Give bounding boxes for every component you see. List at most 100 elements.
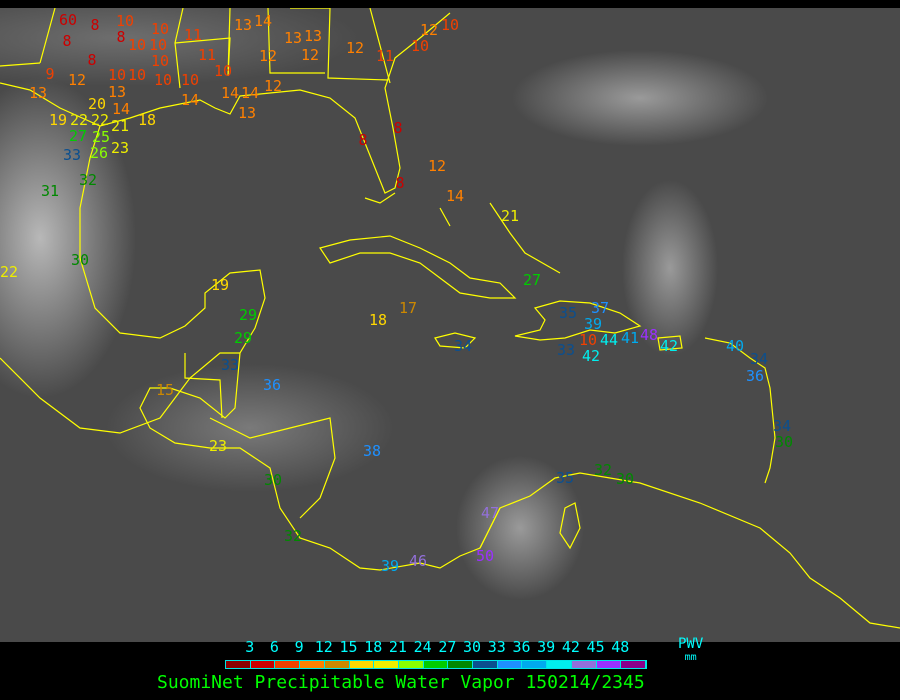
station-pwv-value: 32 <box>79 170 98 189</box>
us-gulf-coast <box>0 12 451 194</box>
station-pwv-value: 19 <box>49 110 68 129</box>
station-pwv-value: 12 <box>420 20 439 39</box>
state-border <box>0 62 41 67</box>
station-pwv-value: 13 <box>234 15 253 34</box>
scale-cell <box>522 661 548 668</box>
station-pwv-value: 25 <box>92 127 111 146</box>
station-pwv-value: 13 <box>29 83 48 102</box>
scale-cell <box>374 661 399 668</box>
jamaica <box>434 332 477 349</box>
station-pwv-value: 37 <box>591 298 610 317</box>
station-pwv-value: 18 <box>369 310 388 329</box>
station-pwv-value: 14 <box>221 83 240 102</box>
legend-ticks: 3 6 9 12 15 18 21 24 27 30 33 36 39 42 45 48 <box>224 638 654 656</box>
scale-cell <box>473 661 498 668</box>
scale-cell <box>423 661 449 668</box>
station-pwv-value: 41 <box>621 328 640 347</box>
legend-unit: PWV mm <box>678 637 703 664</box>
station-pwv-value: 10 <box>149 35 168 54</box>
legend-tick: 9 <box>294 638 304 656</box>
unit-mm: mm <box>684 652 697 663</box>
station-pwv-value: 11 <box>376 46 395 65</box>
state-border <box>290 8 389 81</box>
scale-cell <box>497 661 523 668</box>
station-pwv-value: 8 <box>395 173 405 192</box>
scale-cell <box>250 661 276 668</box>
station-pwv-value: 10 <box>411 36 430 55</box>
legend-tick: 33 <box>487 638 506 656</box>
scale-cell <box>448 661 474 668</box>
station-pwv-value: 22 <box>0 262 19 281</box>
legend-tick: 6 <box>269 638 279 656</box>
scale-cell <box>547 661 572 668</box>
station-pwv-value: 8 <box>116 27 126 46</box>
legend-tick: 12 <box>314 638 333 656</box>
station-pwv-value: 17 <box>399 298 418 317</box>
station-pwv-value: 8 <box>393 118 403 137</box>
station-pwv-value: 39 <box>584 314 603 333</box>
south-america-coast <box>479 472 900 629</box>
lake-maracaibo <box>559 502 581 550</box>
station-pwv-value: 14 <box>181 90 200 109</box>
station-pwv-value: 15 <box>156 380 175 399</box>
legend-tick: 24 <box>413 638 432 656</box>
station-pwv-value: 22 <box>70 110 89 129</box>
scale-cell <box>571 661 597 668</box>
bahamas <box>439 207 451 227</box>
station-pwv-value: 34 <box>750 349 769 368</box>
scale-cell <box>349 661 375 668</box>
station-pwv-value: 40 <box>726 336 745 355</box>
station-pwv-value: 10 <box>128 65 147 84</box>
station-pwv-value: 10 <box>128 35 147 54</box>
station-pwv-value: 29 <box>234 328 253 347</box>
station-pwv-value: 44 <box>600 330 619 349</box>
hispaniola <box>514 300 642 341</box>
station-pwv-value: 34 <box>773 416 792 435</box>
station-pwv-value: 27 <box>69 126 88 145</box>
station-pwv-value: 10 <box>181 70 200 89</box>
legend-tick: 42 <box>561 638 580 656</box>
legend-tick: 39 <box>537 638 556 656</box>
station-pwv-value: 13 <box>108 82 127 101</box>
station-pwv-value: 33 <box>557 340 576 359</box>
station-pwv-value: 10 <box>579 330 598 349</box>
station-pwv-value: 10 <box>154 70 173 89</box>
station-pwv-value: 13 <box>238 103 257 122</box>
state-border <box>267 8 325 74</box>
scale-cell <box>596 661 622 668</box>
station-pwv-value: 30 <box>264 470 283 489</box>
florida-keys <box>364 192 396 204</box>
scale-cell <box>275 661 301 668</box>
color-scale-bar <box>225 660 647 669</box>
legend-tick: 36 <box>512 638 531 656</box>
station-pwv-value: 14 <box>241 83 260 102</box>
station-pwv-value: 47 <box>481 503 500 522</box>
legend-tick: 30 <box>463 638 482 656</box>
station-pwv-value: 10 <box>116 11 135 30</box>
station-pwv-value: 36 <box>263 375 282 394</box>
station-pwv-value: 9 <box>45 64 55 83</box>
legend-tick: 15 <box>339 638 358 656</box>
station-pwv-value: 32 <box>594 460 613 479</box>
legend-tick: 45 <box>586 638 605 656</box>
station-pwv-value: 27 <box>523 270 542 289</box>
state-border <box>227 8 231 77</box>
scale-cell <box>300 661 325 668</box>
station-pwv-value: 29 <box>239 305 258 324</box>
station-pwv-value: 48 <box>640 325 659 344</box>
station-pwv-value: 23 <box>111 138 130 157</box>
country-border <box>184 353 223 419</box>
map-title: SuomiNet Precipitable Water Vapor 150214… <box>157 672 645 693</box>
station-pwv-value: 42 <box>582 346 601 365</box>
station-pwv-value: 10 <box>214 61 233 80</box>
texas-mexico-coast <box>79 125 501 571</box>
station-pwv-value: 33 <box>63 145 82 164</box>
cuba <box>319 235 517 299</box>
station-pwv-value: 34 <box>454 336 473 355</box>
station-pwv-value: 21 <box>501 206 520 225</box>
station-pwv-value: 8 <box>87 50 97 69</box>
station-pwv-value: 13 <box>284 28 303 47</box>
station-pwv-value: 50 <box>476 546 495 565</box>
station-pwv-value: 19 <box>211 275 230 294</box>
station-pwv-value: 12 <box>346 38 365 57</box>
